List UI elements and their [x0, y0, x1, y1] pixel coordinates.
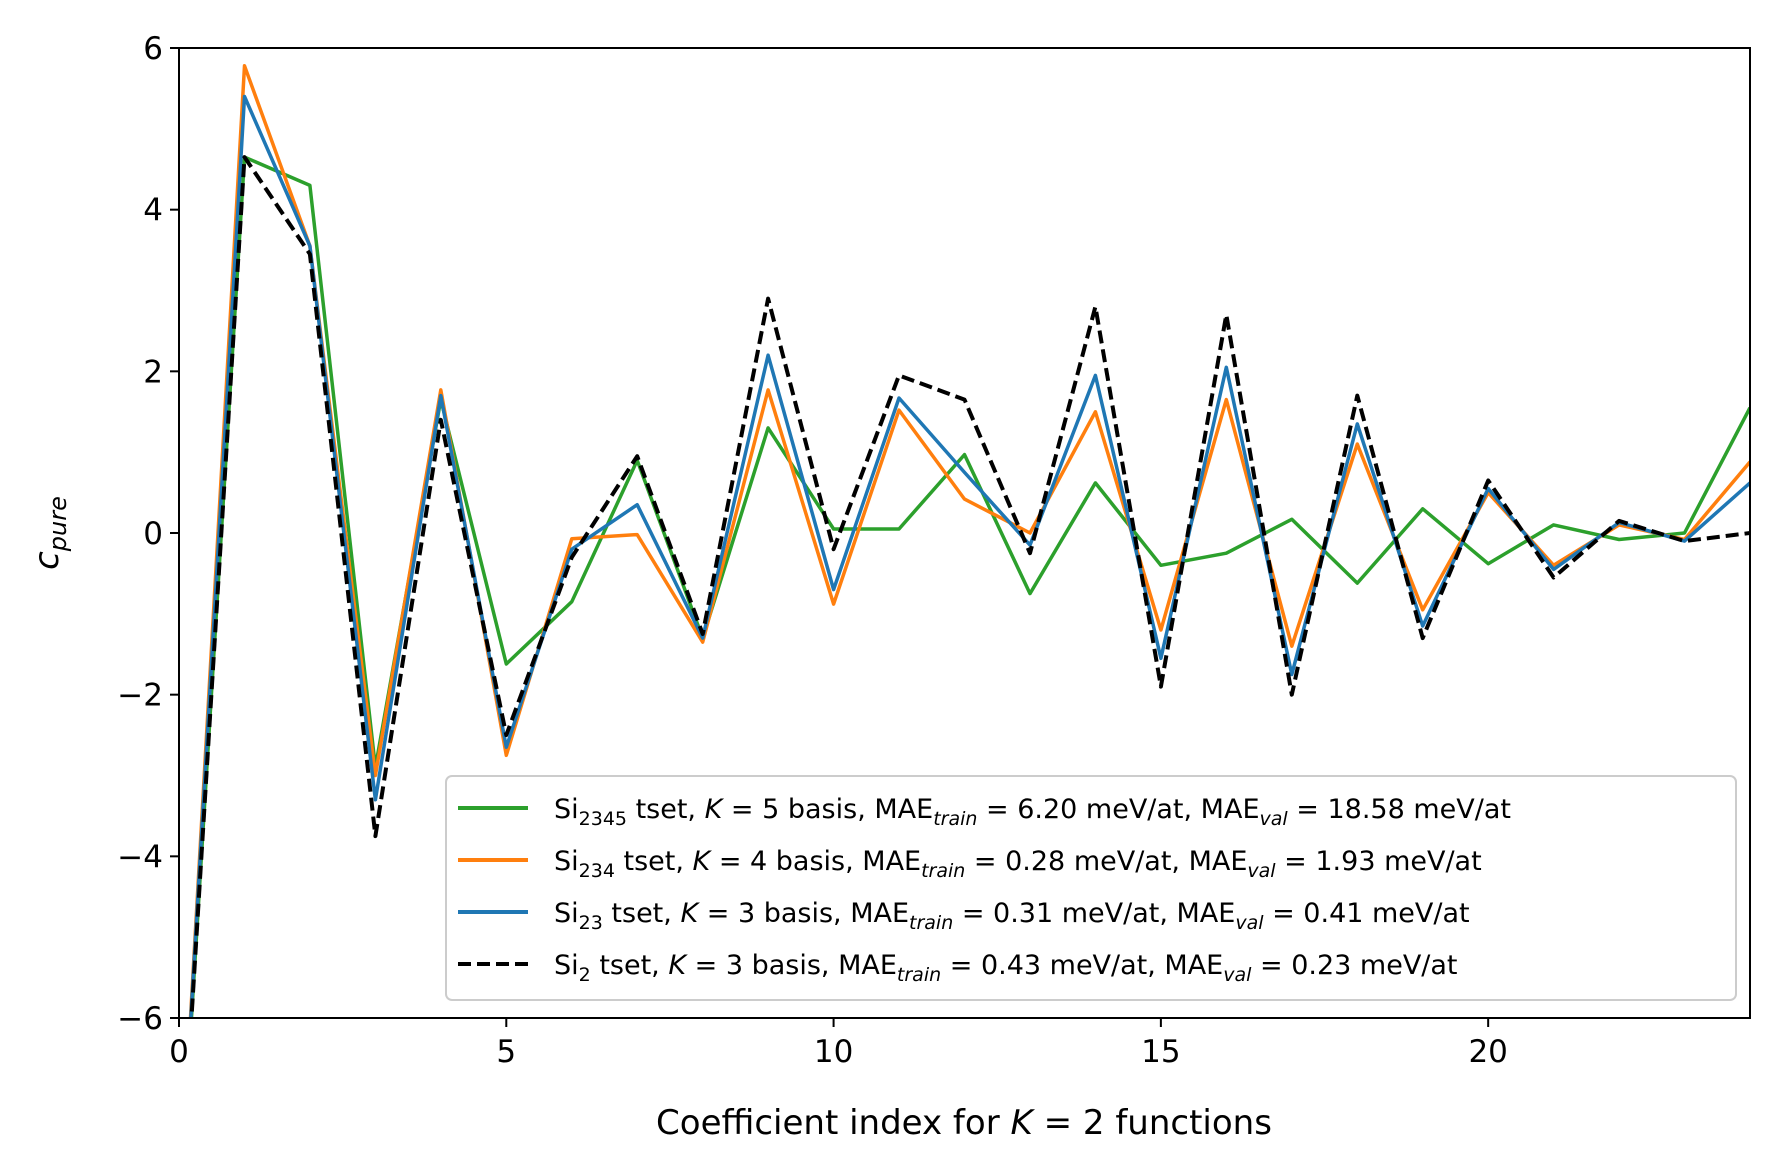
- y-tick-label: −4: [117, 839, 163, 875]
- legend-box: [445, 775, 1737, 1001]
- x-tick-label: 5: [496, 1034, 516, 1070]
- legend-entry-4: Si2 tset, K = 3 basis, MAEtrain = 0.43 m…: [458, 950, 1458, 986]
- series-line-3: [189, 94, 1750, 1018]
- x-axis-ticks: 0 5 10 15 20: [169, 1018, 1508, 1070]
- y-axis-ticks: −6 −4 −2 0 2 4 6: [117, 31, 179, 1037]
- legend-label: Si2 tset, K = 3 basis, MAEtrain = 0.43 m…: [554, 950, 1458, 986]
- legend-label: Si234 tset, K = 4 basis, MAEtrain = 0.28…: [554, 846, 1482, 882]
- legend-label: Si2345 tset, K = 5 basis, MAEtrain = 6.2…: [554, 794, 1511, 830]
- y-tick-label: 0: [143, 516, 163, 552]
- series-line-4: [189, 155, 1750, 1018]
- x-tick-label: 10: [814, 1034, 853, 1070]
- series-layer: [188, 64, 1750, 1018]
- legend-entry-3: Si23 tset, K = 3 basis, MAEtrain = 0.31 …: [458, 898, 1470, 934]
- legend-entry-1: Si2345 tset, K = 5 basis, MAEtrain = 6.2…: [458, 794, 1511, 830]
- x-tick-label: 20: [1468, 1034, 1507, 1070]
- legend: Si2345 tset, K = 5 basis, MAEtrain = 6.2…: [445, 775, 1737, 1001]
- series-line-2: [188, 64, 1750, 1018]
- y-tick-label: 4: [143, 193, 163, 229]
- y-tick-label: 6: [143, 31, 163, 67]
- x-tick-label: 0: [169, 1034, 189, 1070]
- y-tick-label: −6: [117, 1001, 163, 1037]
- x-tick-label: 15: [1141, 1034, 1180, 1070]
- legend-label: Si23 tset, K = 3 basis, MAEtrain = 0.31 …: [554, 898, 1470, 934]
- y-tick-label: −2: [117, 678, 163, 714]
- x-axis-label: Coefficient index for K = 2 functions: [656, 1103, 1272, 1143]
- y-axis-label: cpure: [27, 496, 72, 570]
- y-tick-label: 2: [143, 354, 163, 390]
- legend-entry-2: Si234 tset, K = 4 basis, MAEtrain = 0.28…: [458, 846, 1482, 882]
